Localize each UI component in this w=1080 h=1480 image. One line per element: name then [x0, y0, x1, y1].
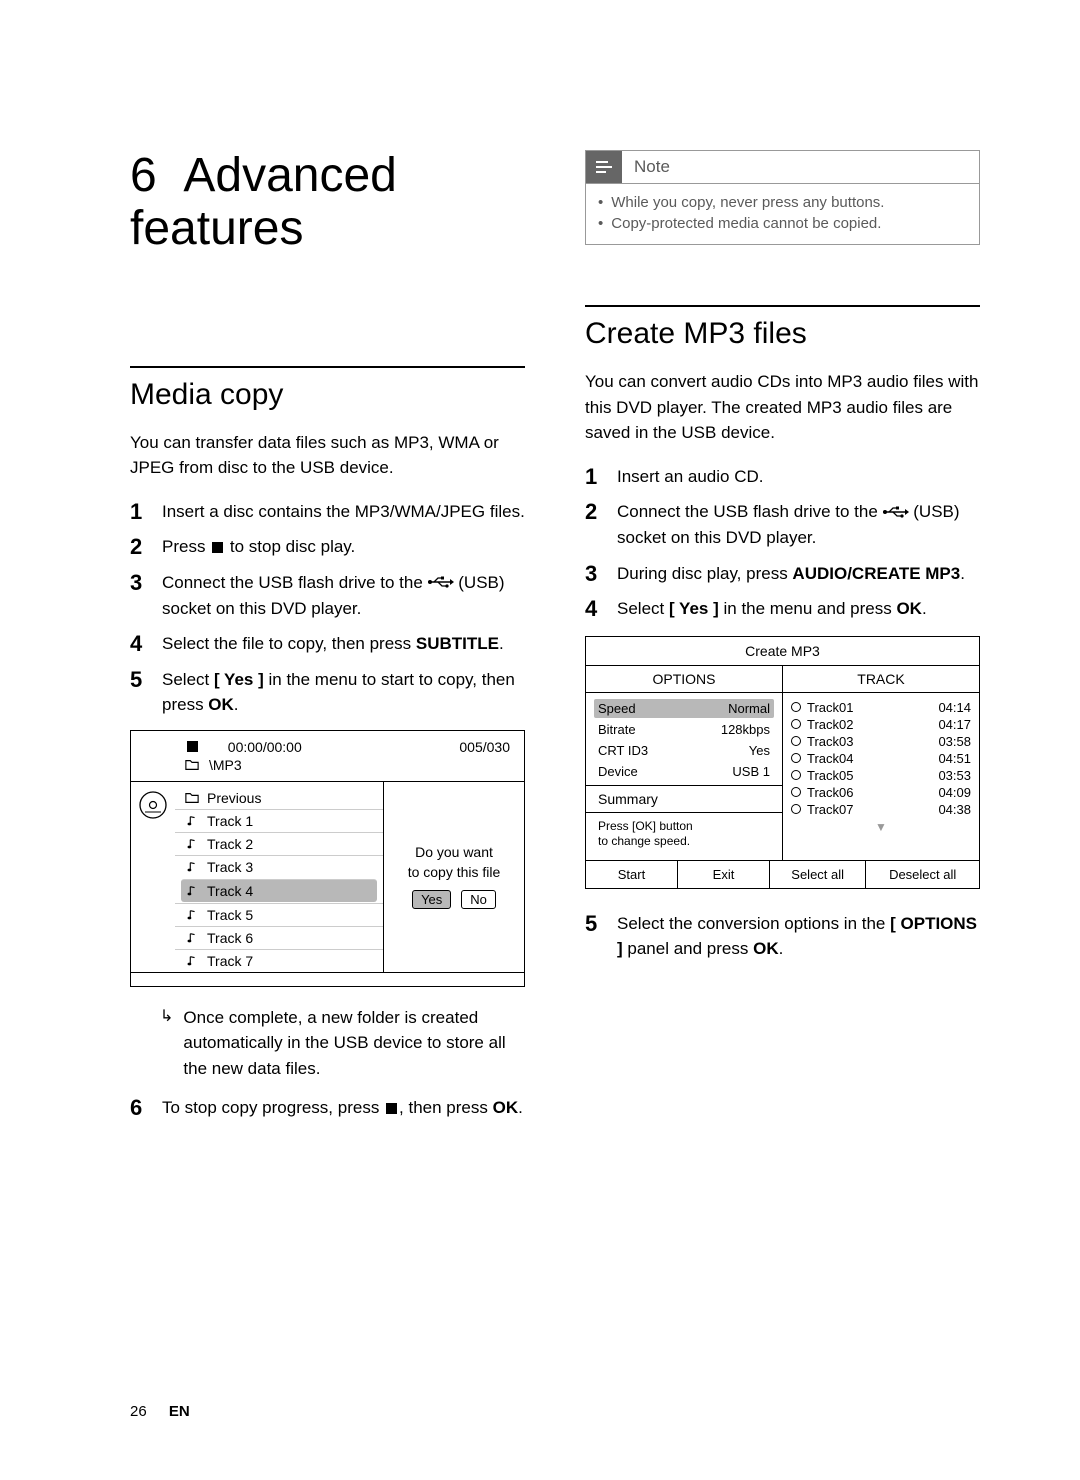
- list-item[interactable]: Track 2: [175, 832, 383, 855]
- step-4: Select [ Yes ] in the menu and press OK.: [585, 596, 980, 622]
- track-row[interactable]: Track0204:17: [791, 716, 971, 733]
- track-row[interactable]: Track0303:58: [791, 733, 971, 750]
- track-row[interactable]: Track0104:14: [791, 699, 971, 716]
- note-label: Note: [622, 151, 979, 183]
- list-item[interactable]: Track 6: [175, 926, 383, 949]
- list-item[interactable]: Track 5: [175, 903, 383, 926]
- copy-prompt-line: to copy this file: [408, 864, 501, 880]
- page-number: 26: [130, 1403, 147, 1420]
- media-copy-intro: You can transfer data files such as MP3,…: [130, 430, 525, 481]
- step-2: Press to stop disc play.: [130, 534, 525, 560]
- section-media-copy: Media copy: [130, 378, 525, 412]
- stop-icon: [187, 741, 198, 752]
- page-language: EN: [169, 1403, 190, 1420]
- start-button[interactable]: Start: [586, 861, 678, 888]
- list-item[interactable]: Previous: [175, 782, 383, 809]
- disc-icon: [138, 790, 168, 820]
- select-all-button[interactable]: Select all: [770, 861, 866, 888]
- chapter-number: 6: [130, 149, 157, 202]
- section-divider: [585, 305, 980, 307]
- option-row[interactable]: SpeedNormal: [594, 699, 774, 718]
- list-item[interactable]: Track 7: [175, 949, 383, 972]
- note-box: Note While you copy, never press any but…: [585, 150, 980, 245]
- step-2: Connect the USB flash drive to the (USB)…: [585, 499, 980, 551]
- file-counter: 005/030: [459, 739, 510, 755]
- exit-button[interactable]: Exit: [678, 861, 770, 888]
- create-mp3-intro: You can convert audio CDs into MP3 audio…: [585, 369, 980, 446]
- section-create-mp3: Create MP3 files: [585, 317, 980, 351]
- track-header: TRACK: [783, 666, 979, 692]
- note-icon: [586, 151, 622, 183]
- scroll-down-icon: ▼: [791, 820, 971, 834]
- note-item: While you copy, never press any buttons.: [598, 192, 967, 213]
- stop-icon: [212, 542, 223, 553]
- track-row[interactable]: Track0604:09: [791, 784, 971, 801]
- note-item: Copy-protected media cannot be copied.: [598, 213, 967, 234]
- usb-icon: [883, 500, 909, 526]
- hint-text: to change speed.: [598, 834, 770, 850]
- options-header: OPTIONS: [586, 666, 783, 692]
- substep-arrow-icon: ↳: [160, 1005, 173, 1082]
- usb-icon: [428, 570, 454, 596]
- list-item[interactable]: Track 3: [175, 855, 383, 878]
- yes-button[interactable]: Yes: [412, 890, 451, 909]
- step-1: Insert an audio CD.: [585, 464, 980, 490]
- list-item[interactable]: Track 4: [181, 879, 377, 902]
- hint-text: Press [OK] button: [598, 819, 770, 835]
- copy-prompt-line: Do you want: [415, 844, 493, 860]
- track-row[interactable]: Track0404:51: [791, 750, 971, 767]
- option-row[interactable]: CRT ID3Yes: [594, 741, 774, 760]
- deselect-all-button[interactable]: Deselect all: [866, 861, 979, 888]
- step-3: Connect the USB flash drive to the (USB)…: [130, 570, 525, 622]
- folder-icon: [185, 759, 199, 771]
- step-4: Select the file to copy, then press SUBT…: [130, 631, 525, 657]
- step-1: Insert a disc contains the MP3/WMA/JPEG …: [130, 499, 525, 525]
- option-row[interactable]: DeviceUSB 1: [594, 762, 774, 781]
- step-6: To stop copy progress, press , then pres…: [130, 1095, 525, 1121]
- screen-title: Create MP3: [586, 637, 979, 665]
- option-row[interactable]: Bitrate128kbps: [594, 720, 774, 739]
- step-3: During disc play, press AUDIO/CREATE MP3…: [585, 561, 980, 587]
- no-button[interactable]: No: [461, 890, 496, 909]
- chapter-title: 6 Advanced features: [130, 150, 525, 256]
- stop-icon: [386, 1103, 397, 1114]
- page-footer: 26 EN: [130, 1403, 190, 1420]
- create-mp3-screen: Create MP3 OPTIONS TRACK SpeedNormal Bitr…: [585, 636, 980, 889]
- summary-row[interactable]: Summary: [586, 785, 782, 813]
- step-5: Select the conversion options in the [ O…: [585, 911, 980, 962]
- section-divider: [130, 366, 525, 368]
- list-item[interactable]: Track 1: [175, 809, 383, 832]
- track-row[interactable]: Track0503:53: [791, 767, 971, 784]
- substep-text: Once complete, a new folder is created a…: [183, 1005, 525, 1082]
- step-5: Select [ Yes ] in the menu to start to c…: [130, 667, 525, 718]
- media-copy-screen: 00:00/00:00 \MP3 005/030 PreviousTrack 1…: [130, 730, 525, 987]
- track-row[interactable]: Track0704:38: [791, 801, 971, 818]
